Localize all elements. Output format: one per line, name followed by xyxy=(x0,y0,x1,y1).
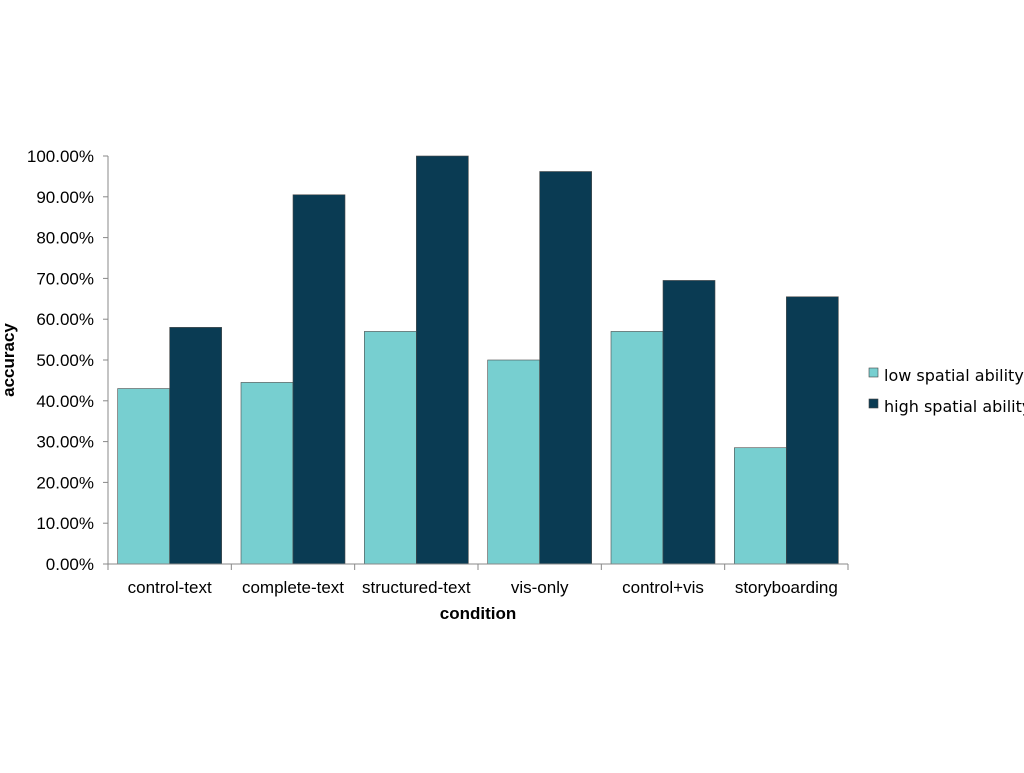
x-ticks xyxy=(107,564,849,570)
y-tick-label: 90.00% xyxy=(36,188,94,207)
y-tick-label: 60.00% xyxy=(36,310,94,329)
bar-high-3 xyxy=(539,171,592,565)
y-tick-label: 100.00% xyxy=(27,147,94,166)
bar-low-5 xyxy=(734,447,787,565)
category-label: control-text xyxy=(128,578,212,597)
y-tick-label: 70.00% xyxy=(36,269,94,288)
bar-high-2 xyxy=(416,155,469,565)
category-label: control+vis xyxy=(622,578,704,597)
category-label: complete-text xyxy=(242,578,344,597)
y-tick-label: 10.00% xyxy=(36,514,94,533)
x-axis-title: condition xyxy=(440,604,516,623)
category-label: storyboarding xyxy=(735,578,838,597)
y-axis-title: accuracy xyxy=(0,323,18,397)
y-tick-label: 30.00% xyxy=(36,433,94,452)
category-label: vis-only xyxy=(511,578,569,597)
y-tick-label: 20.00% xyxy=(36,473,94,492)
bar-low-1 xyxy=(240,382,294,565)
y-tick-label: 50.00% xyxy=(36,351,94,370)
bars-layer xyxy=(117,155,839,565)
bar-high-4 xyxy=(662,280,716,565)
legend: low spatial ability high spatial ability xyxy=(868,366,1024,416)
bar-low-0 xyxy=(117,388,170,565)
y-ticks: 0.00% 10.00% 20.00% 30.00% 40.00% 50.00% 60.00… xyxy=(27,147,108,574)
bar-high-1 xyxy=(292,194,346,565)
y-tick-label: 80.00% xyxy=(36,229,94,248)
bar-low-3 xyxy=(487,359,540,565)
bar-high-5 xyxy=(786,296,839,565)
bar-low-4 xyxy=(610,331,664,565)
legend-swatch-high xyxy=(868,398,879,409)
category-labels: control-text complete-text structured-text… xyxy=(128,578,838,597)
bar-low-2 xyxy=(364,331,417,565)
y-tick-label: 0.00% xyxy=(46,555,94,574)
category-label: structured-text xyxy=(362,578,471,597)
legend-label-low: low spatial ability xyxy=(884,366,1024,385)
legend-label-high: high spatial ability xyxy=(884,397,1024,416)
legend-swatch-low xyxy=(868,367,879,378)
bar-high-0 xyxy=(169,327,222,565)
y-tick-label: 40.00% xyxy=(36,392,94,411)
